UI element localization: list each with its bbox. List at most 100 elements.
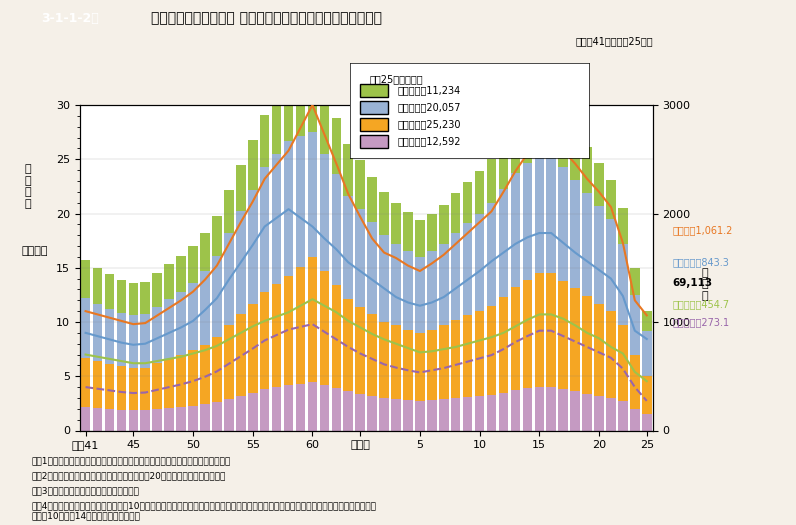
Bar — [510, 287, 520, 391]
Y-axis label: （万人）
: （万人） — [21, 246, 49, 268]
Bar — [582, 193, 591, 296]
Bar — [331, 118, 341, 174]
Bar — [343, 299, 353, 392]
Bar — [188, 283, 197, 350]
Bar — [236, 396, 245, 430]
Bar — [474, 311, 484, 396]
Bar — [607, 398, 615, 430]
Bar — [534, 154, 544, 273]
Bar — [153, 363, 162, 409]
Bar — [92, 268, 102, 303]
Bar — [367, 396, 377, 430]
Bar — [379, 192, 388, 235]
Bar — [439, 326, 448, 399]
Bar — [582, 394, 591, 430]
Bar — [582, 148, 591, 193]
Bar — [164, 265, 174, 299]
Bar — [570, 131, 579, 180]
Bar — [618, 401, 627, 430]
Bar — [259, 167, 269, 291]
Bar — [153, 409, 162, 430]
Bar — [522, 110, 532, 163]
Bar — [558, 281, 568, 389]
Bar — [558, 389, 568, 430]
Bar — [248, 303, 257, 393]
Bar — [630, 354, 640, 409]
Text: 少年による一般刑法犯 検挙人員・人口比の推移（年齢層別）: 少年による一般刑法犯 検挙人員・人口比の推移（年齢層別） — [151, 12, 382, 25]
Bar — [224, 399, 234, 430]
Bar — [379, 322, 388, 398]
Bar — [427, 214, 436, 251]
Bar — [92, 303, 102, 361]
Bar — [331, 388, 341, 430]
Bar — [415, 220, 425, 257]
Bar — [320, 385, 330, 430]
Text: 年少少年　25,230: 年少少年 25,230 — [398, 119, 462, 130]
Bar — [403, 213, 412, 251]
Text: 平成25年検挙人員: 平成25年検挙人員 — [369, 75, 423, 85]
Bar — [140, 368, 150, 410]
Bar — [391, 244, 400, 326]
FancyBboxPatch shape — [360, 84, 388, 97]
Bar — [607, 219, 615, 311]
Bar — [486, 306, 496, 395]
Bar — [188, 405, 197, 430]
Bar — [117, 366, 127, 410]
Text: 69,113: 69,113 — [673, 278, 712, 288]
Bar — [630, 409, 640, 430]
Bar — [271, 100, 281, 154]
Text: 2　犯行時の年齢による。ただし，検挙時に20歳以上であった者を除く。: 2 犯行時の年齢による。ただし，検挙時に20歳以上であった者を除く。 — [32, 471, 226, 480]
Bar — [331, 285, 341, 388]
Bar — [343, 196, 353, 299]
Bar — [403, 400, 412, 430]
Bar — [427, 251, 436, 330]
Bar — [105, 309, 115, 364]
Bar — [462, 397, 472, 430]
Bar — [618, 326, 627, 401]
Bar — [307, 257, 317, 382]
Bar — [486, 203, 496, 306]
Bar — [224, 233, 234, 326]
Bar — [379, 235, 388, 322]
Bar — [296, 136, 306, 267]
Bar — [367, 222, 377, 314]
Bar — [92, 408, 102, 430]
Bar — [117, 410, 127, 430]
Bar — [451, 398, 460, 430]
Bar — [534, 387, 544, 430]
Bar — [129, 283, 139, 316]
Bar — [271, 387, 281, 430]
Bar — [607, 180, 615, 219]
Bar — [81, 407, 91, 430]
Bar — [320, 154, 330, 271]
Bar — [594, 206, 603, 303]
Bar — [462, 182, 472, 223]
Bar — [510, 124, 520, 173]
Bar — [630, 295, 640, 354]
Bar — [331, 174, 341, 285]
Bar — [129, 368, 139, 410]
Text: 中間少年　843.3: 中間少年 843.3 — [673, 257, 729, 267]
Bar — [439, 399, 448, 430]
Bar — [153, 273, 162, 307]
Bar — [594, 396, 603, 430]
Bar — [105, 274, 115, 309]
Bar — [379, 398, 388, 430]
Bar — [427, 330, 436, 400]
Bar — [177, 256, 185, 291]
Bar — [391, 203, 400, 244]
Bar — [259, 389, 269, 430]
Bar — [117, 280, 127, 313]
Y-axis label: 人
口
比: 人 口 比 — [701, 268, 708, 301]
Bar — [236, 165, 245, 212]
Bar — [570, 392, 579, 430]
Bar — [212, 337, 221, 402]
Bar — [129, 316, 139, 367]
Bar — [320, 94, 330, 154]
Bar — [642, 376, 651, 414]
Bar — [582, 296, 591, 394]
Bar — [474, 171, 484, 214]
Bar — [164, 359, 174, 408]
Bar — [129, 410, 139, 430]
Bar — [498, 188, 508, 297]
